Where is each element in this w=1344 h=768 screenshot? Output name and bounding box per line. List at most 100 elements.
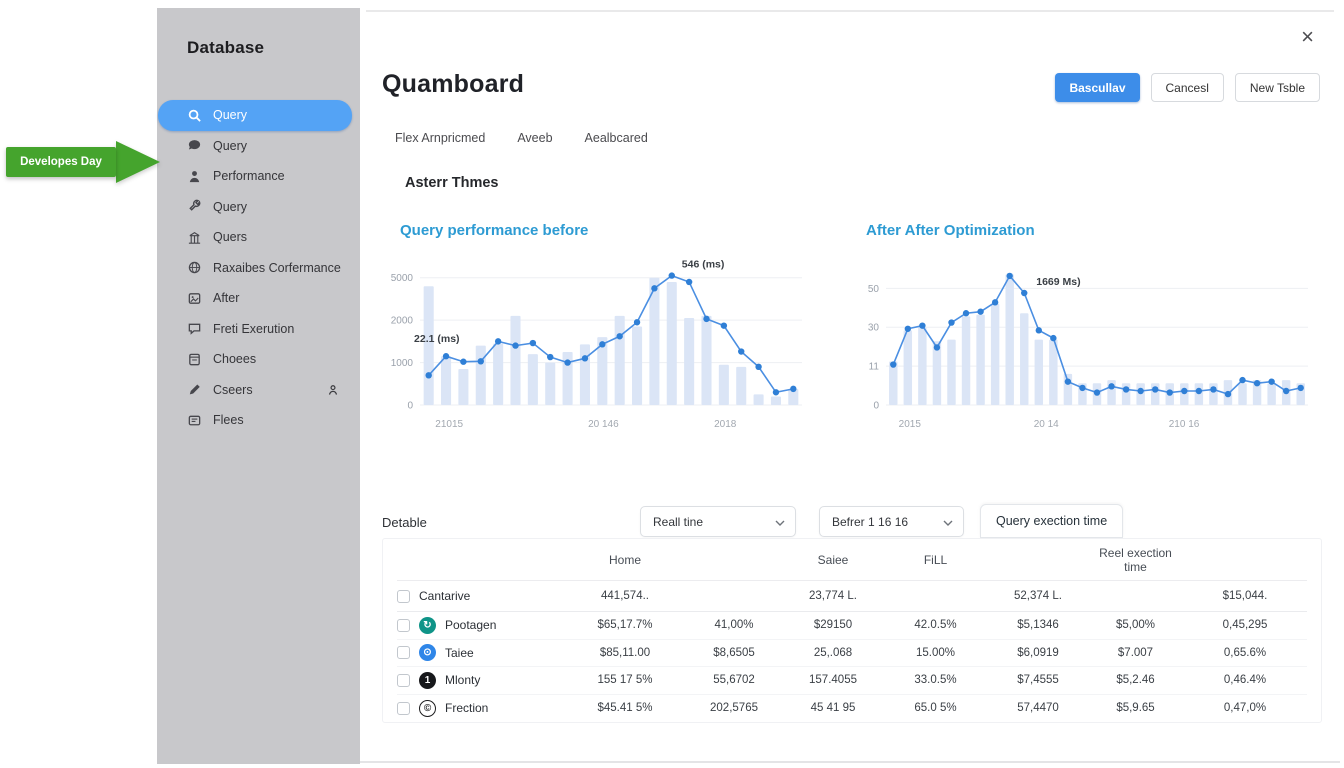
sidebar-item-label: Quers	[213, 230, 248, 245]
primary-action-button[interactable]: Bascullav	[1055, 73, 1140, 102]
sidebar-item-query-active[interactable]: Query	[158, 100, 352, 131]
sidebar-nav: Query Query Performance Query Quers Raxa	[157, 100, 360, 436]
sidebar-item-flees[interactable]: Flees	[157, 405, 360, 436]
tab-flex-arnpricmed[interactable]: Flex Arnpricmed	[395, 131, 486, 145]
sidebar-item-cseers[interactable]: Cseers	[157, 375, 360, 406]
table-cell: 33.0.5%	[914, 674, 957, 687]
sidebar-item-label: After	[213, 291, 240, 306]
globe-icon	[187, 260, 202, 275]
table-cell: 42.0.5%	[914, 619, 957, 632]
sidebar-item-label: Cseers	[213, 382, 253, 397]
one-badge-icon: 1	[419, 671, 436, 689]
copyright-badge-icon: ©	[419, 699, 436, 717]
svg-text:20 14: 20 14	[1034, 419, 1059, 430]
sidebar-item-choees[interactable]: Choees	[157, 344, 360, 375]
table-cell: 0,45,295	[1222, 619, 1268, 632]
table-cell: $5,00%	[1115, 619, 1155, 632]
table-row-taiee[interactable]: ⊙ Taiee $85,11.00 $8,6505 25,.068 15.00%…	[397, 640, 1307, 667]
sidebar-item-query-2[interactable]: Query	[157, 131, 360, 162]
svg-text:30: 30	[868, 323, 880, 334]
developer-day-banner: Developes Day	[6, 141, 160, 183]
chart-before: 0 1000 2000 5000 22.1 (ms) 546 (ms) 21015 20 14…	[391, 259, 802, 430]
sidebar-item-label: Query	[213, 108, 248, 123]
sidebar-item-label: Flees	[213, 413, 244, 428]
row-name: Frection	[445, 701, 489, 716]
svg-text:0: 0	[407, 401, 413, 412]
sidebar-item-raxaibes-corfermance[interactable]: Raxaibes Corfermance	[157, 253, 360, 284]
table-cell: 0,47,0%	[1223, 702, 1267, 715]
table-cell: $85,11.00	[599, 646, 651, 659]
bottom-divider	[360, 761, 1340, 763]
column-header-saiee: Saiee	[817, 552, 849, 567]
cancel-button[interactable]: Cancesl	[1150, 73, 1224, 102]
tab-bar: Flex Arnpricmed Aveeb Aealbcared	[395, 131, 648, 145]
sidebar-item-label: Choees	[213, 352, 257, 367]
table-cell: $65,17.7%	[597, 619, 653, 632]
refresh-badge-icon: ↻	[419, 616, 436, 634]
table-cell: 57,4470	[1017, 702, 1059, 715]
page-title: Quamboard	[382, 70, 525, 98]
wrench-icon	[187, 199, 202, 214]
table-cell: $29150	[813, 619, 853, 632]
table-cell: $7.007	[1117, 646, 1154, 659]
section-title: Asterr Thmes	[405, 175, 499, 191]
image-icon	[187, 291, 202, 306]
table-cell: $45.41 5%	[597, 702, 653, 715]
sidebar-item-performance[interactable]: Performance	[157, 161, 360, 192]
real-time-select-value: Reall tine	[653, 514, 704, 529]
table-cell: 441,574..	[601, 590, 649, 602]
row-name: Taiee	[445, 645, 474, 660]
table-cell: $8,6505	[713, 646, 755, 659]
svg-text:20 146: 20 146	[588, 419, 619, 430]
table-cell: 157.4055	[809, 674, 857, 687]
table-cell: 202,5765	[710, 702, 758, 715]
row-name: Mlonty	[445, 673, 481, 688]
table-row-cantarive[interactable]: Cantarive 441,574.. 23,774 L. 52,374 L. …	[397, 581, 1307, 612]
tab-aealbcared[interactable]: Aealbcared	[584, 131, 648, 145]
column-header-reel-exection-time: Reel exection time	[1099, 545, 1172, 574]
row-checkbox[interactable]	[397, 701, 410, 715]
row-checkbox[interactable]	[397, 589, 410, 603]
book-icon	[187, 352, 202, 367]
sidebar-item-after[interactable]: After	[157, 283, 360, 314]
search-icon	[187, 108, 202, 123]
svg-text:50: 50	[868, 284, 880, 295]
svg-text:1669 Ms): 1669 Ms)	[1036, 276, 1080, 288]
svg-text:210 16: 210 16	[1169, 419, 1200, 430]
chevron-down-icon	[943, 515, 953, 529]
dot-badge-icon: ⊙	[419, 644, 436, 662]
table-cell: 45 41 95	[810, 702, 856, 715]
sidebar-item-query-3[interactable]: Query	[157, 192, 360, 223]
sidebar-item-freti-exerution[interactable]: Freti Exerution	[157, 314, 360, 345]
person-icon	[187, 169, 202, 184]
table-row-frection[interactable]: © Frection $45.41 5% 202,5765 45 41 95 6…	[397, 695, 1307, 723]
sidebar-item-quers[interactable]: Quers	[157, 222, 360, 253]
tab-aveeb[interactable]: Aveeb	[517, 131, 553, 145]
svg-text:2000: 2000	[391, 316, 414, 327]
table-cell: 23,774 L.	[809, 590, 857, 602]
charts-row: Query performance before 0 1000 2000 5000 22…	[382, 214, 1326, 435]
table-cell: $5,9.65	[1116, 702, 1155, 715]
table-cell: 52,374 L.	[1014, 590, 1062, 602]
pen-icon	[187, 382, 202, 397]
chart-after-title: After After Optimization	[866, 222, 1035, 239]
main-panel: × Quamboard Bascullav Cancesl New Tsble …	[360, 0, 1344, 768]
svg-text:1000: 1000	[391, 358, 414, 369]
chart-after: 0 11 30 50 1669 Ms) 2015 20 14 210 16	[868, 272, 1308, 430]
row-checkbox[interactable]	[397, 618, 410, 632]
sidebar-item-label: Query	[213, 199, 248, 214]
table-row-pootagen[interactable]: ↻ Pootagen $65,17.7% 41,00% $29150 42.0.…	[397, 612, 1307, 640]
table-cell: $7,4555	[1017, 674, 1059, 687]
before-select[interactable]: Befrer 1 16 16	[819, 506, 964, 537]
table-row-mlonty[interactable]: 1 Mlonty 155 17 5% 55,6702 157.4055 33.0…	[397, 667, 1307, 695]
new-table-button[interactable]: New Tsble	[1234, 73, 1320, 102]
query-execution-time-button[interactable]: Query exection time	[980, 504, 1124, 538]
table-cell: $15,044.	[1222, 590, 1268, 602]
real-time-select[interactable]: Reall tine	[640, 506, 796, 537]
table-header-row: Home Saiee FiLL Reel exection time	[397, 539, 1307, 581]
svg-text:2018: 2018	[714, 419, 737, 430]
row-checkbox[interactable]	[397, 673, 410, 687]
row-checkbox[interactable]	[397, 646, 410, 660]
close-icon[interactable]: ×	[1301, 24, 1314, 49]
